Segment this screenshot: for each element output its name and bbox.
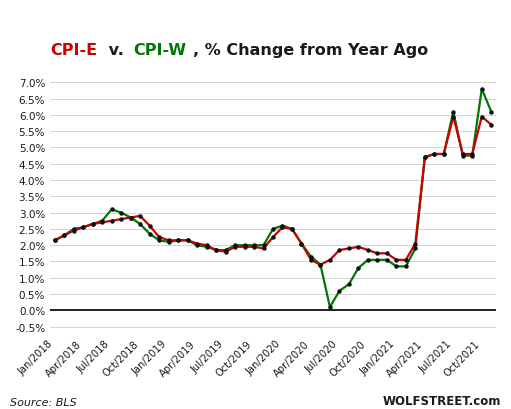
Text: CPI-E: CPI-E <box>50 43 97 58</box>
Text: Source: BLS: Source: BLS <box>10 397 77 407</box>
Text: , % Change from Year Ago: , % Change from Year Ago <box>193 43 428 58</box>
Text: CPI-W: CPI-W <box>133 43 186 58</box>
Text: v.: v. <box>103 43 130 58</box>
Text: WOLFSTREET.com: WOLFSTREET.com <box>382 394 501 407</box>
